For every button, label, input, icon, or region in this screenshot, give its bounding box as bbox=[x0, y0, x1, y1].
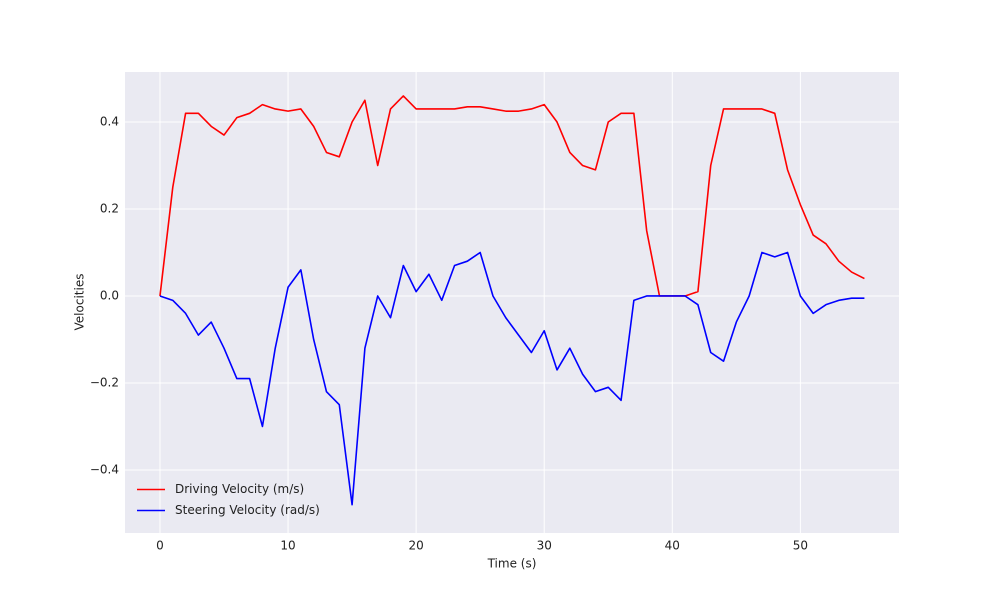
legend-label: Driving Velocity (m/s) bbox=[175, 482, 304, 496]
y-tick-label: 0.0 bbox=[100, 288, 119, 302]
x-tick-label: 20 bbox=[408, 539, 423, 553]
x-tick-label: 30 bbox=[537, 539, 552, 553]
plot-area bbox=[125, 72, 899, 533]
x-tick-label: 50 bbox=[793, 539, 808, 553]
legend-label: Steering Velocity (rad/s) bbox=[175, 503, 320, 517]
x-tick-label: 10 bbox=[280, 539, 295, 553]
x-tick-label: 0 bbox=[156, 539, 164, 553]
x-axis-label: Time (s) bbox=[487, 557, 537, 571]
y-tick-label: −0.4 bbox=[90, 462, 119, 476]
data-line bbox=[159, 251, 865, 506]
data-line bbox=[159, 95, 865, 297]
y-axis-label: Velocities bbox=[73, 274, 87, 331]
y-tick-label: 0.4 bbox=[100, 115, 119, 129]
x-tick-label: 40 bbox=[665, 539, 680, 553]
y-tick-label: −0.2 bbox=[90, 375, 119, 389]
y-tick-label: 0.2 bbox=[100, 201, 119, 215]
